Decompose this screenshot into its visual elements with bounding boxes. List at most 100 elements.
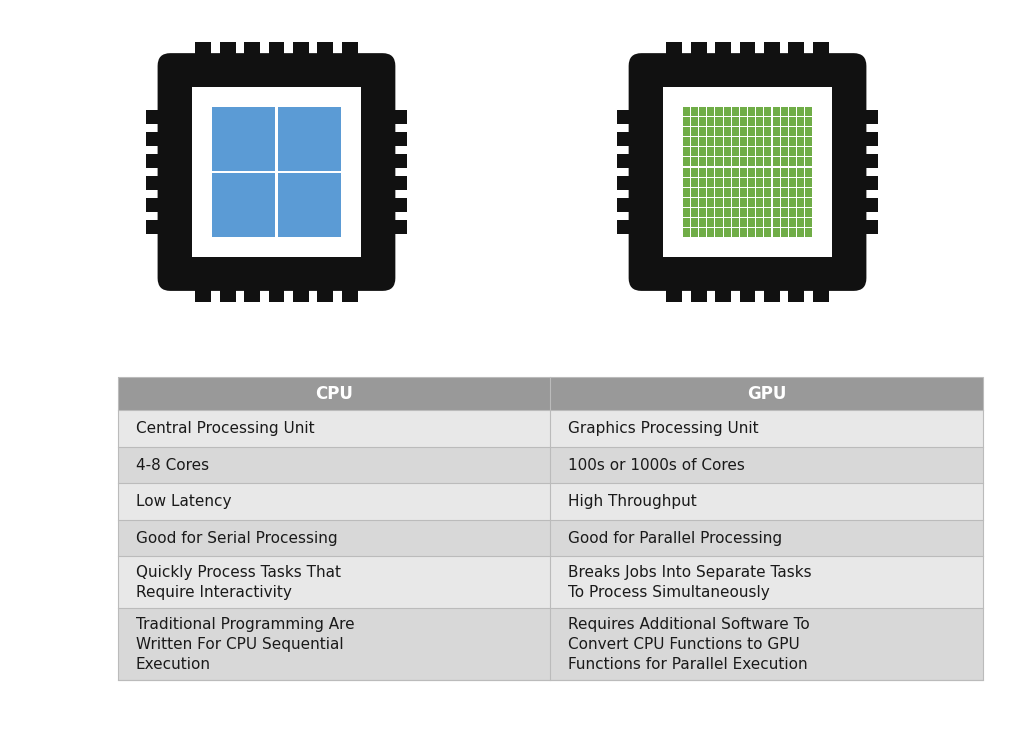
Bar <box>764 282 780 302</box>
Bar <box>716 178 723 187</box>
Bar <box>699 127 707 136</box>
Bar <box>716 127 723 136</box>
Bar <box>756 187 763 197</box>
Bar <box>732 157 739 166</box>
Bar <box>691 157 698 166</box>
Bar <box>740 157 746 166</box>
Bar <box>317 282 333 302</box>
Bar <box>724 138 731 146</box>
Bar <box>805 147 812 157</box>
Bar <box>212 173 275 236</box>
Bar <box>788 157 796 166</box>
Bar <box>683 108 690 116</box>
Bar <box>708 198 715 206</box>
Bar <box>683 198 690 206</box>
Bar <box>196 282 211 302</box>
Text: Good for Parallel Processing: Good for Parallel Processing <box>568 531 782 546</box>
Bar <box>716 168 723 176</box>
Bar <box>683 187 690 197</box>
Bar <box>797 117 804 127</box>
Bar <box>749 187 755 197</box>
Bar <box>699 138 707 146</box>
Bar <box>683 217 690 227</box>
Bar <box>780 168 787 176</box>
Bar <box>551 556 983 608</box>
Bar <box>764 187 771 197</box>
Bar <box>691 187 698 197</box>
Bar <box>691 127 698 136</box>
Bar <box>146 220 167 234</box>
Bar <box>805 117 812 127</box>
Bar <box>146 154 167 168</box>
Bar <box>617 176 638 190</box>
Bar <box>699 228 707 236</box>
Bar <box>715 42 731 62</box>
Bar <box>708 187 715 197</box>
Text: Breaks Jobs Into Separate Tasks
To Process Simultaneously: Breaks Jobs Into Separate Tasks To Proce… <box>568 565 812 600</box>
Bar <box>805 217 812 227</box>
Bar <box>780 127 787 136</box>
Bar <box>749 168 755 176</box>
Bar <box>756 138 763 146</box>
Bar <box>278 108 341 171</box>
Bar <box>788 217 796 227</box>
Bar <box>797 168 804 176</box>
Bar <box>764 208 771 217</box>
Bar <box>749 147 755 157</box>
Bar <box>756 117 763 127</box>
Bar <box>724 108 731 116</box>
Bar <box>699 217 707 227</box>
Bar <box>683 127 690 136</box>
Bar <box>764 228 771 236</box>
Bar <box>805 208 812 217</box>
Bar <box>551 411 983 447</box>
Bar <box>732 138 739 146</box>
Bar <box>732 147 739 157</box>
Bar <box>146 198 167 212</box>
Bar <box>118 520 551 556</box>
Bar <box>716 208 723 217</box>
Bar <box>756 208 763 217</box>
Bar <box>691 198 698 206</box>
Bar <box>691 208 698 217</box>
Bar <box>749 208 755 217</box>
Bar <box>740 127 746 136</box>
Bar <box>788 198 796 206</box>
Bar <box>118 483 551 520</box>
Bar <box>683 228 690 236</box>
Bar <box>146 111 167 124</box>
FancyBboxPatch shape <box>158 53 395 291</box>
Bar <box>797 217 804 227</box>
Bar <box>716 187 723 197</box>
Bar <box>756 228 763 236</box>
Bar <box>146 132 167 146</box>
Bar <box>708 138 715 146</box>
Bar <box>797 228 804 236</box>
Bar <box>716 157 723 166</box>
Bar <box>699 108 707 116</box>
Bar <box>617 132 638 146</box>
Bar <box>739 282 756 302</box>
Bar <box>740 208 746 217</box>
Bar <box>797 108 804 116</box>
Bar <box>732 108 739 116</box>
Bar <box>667 42 682 62</box>
Bar <box>699 198 707 206</box>
Bar <box>732 228 739 236</box>
Bar <box>788 168 796 176</box>
Bar <box>691 138 698 146</box>
Bar <box>780 147 787 157</box>
Bar <box>724 127 731 136</box>
Bar <box>386 176 407 190</box>
Bar <box>756 168 763 176</box>
Bar <box>788 208 796 217</box>
Bar <box>708 217 715 227</box>
Bar <box>716 217 723 227</box>
Bar <box>764 168 771 176</box>
Bar <box>805 228 812 236</box>
Bar <box>617 220 638 234</box>
Bar <box>764 178 771 187</box>
Bar <box>857 176 878 190</box>
Text: High Throughput: High Throughput <box>568 494 697 509</box>
Bar <box>691 178 698 187</box>
